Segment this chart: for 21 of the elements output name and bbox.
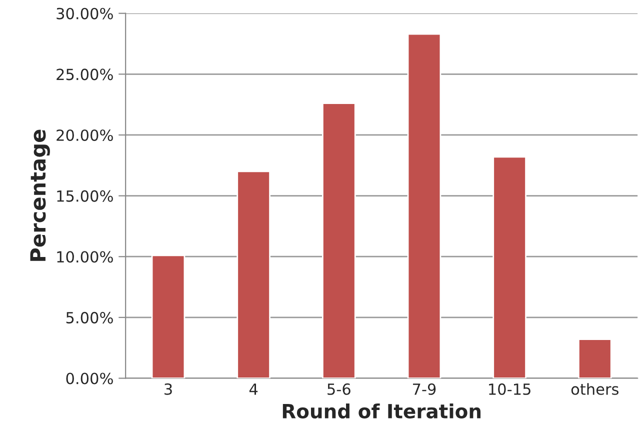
bar <box>322 102 356 378</box>
bar <box>407 33 442 378</box>
y-tick-label: 30.00% <box>56 8 113 20</box>
y-tick-label: 25.00% <box>56 68 113 80</box>
bar <box>492 156 526 378</box>
x-tick-label: 10-15 <box>489 383 530 395</box>
y-tick-label: 5.00% <box>66 312 113 324</box>
x-tick-label: others <box>571 383 618 395</box>
x-tick-label: 4 <box>249 384 258 395</box>
bar <box>236 170 270 378</box>
x-tick-label: 5-6 <box>328 383 350 395</box>
y-tick-label: 15.00% <box>57 190 113 202</box>
bar <box>578 338 612 378</box>
y-tick-label: 0.00% <box>66 372 113 384</box>
x-tick-label: 3 <box>164 383 172 395</box>
x-tick-label: 7-9 <box>413 383 436 395</box>
bar <box>151 254 186 378</box>
x-axis-title: Round of Iteration <box>282 403 480 419</box>
y-tick-label: 20.00% <box>56 129 113 142</box>
y-tick-label: 10.00% <box>57 251 113 263</box>
y-axis-title: Percentage <box>30 130 50 261</box>
